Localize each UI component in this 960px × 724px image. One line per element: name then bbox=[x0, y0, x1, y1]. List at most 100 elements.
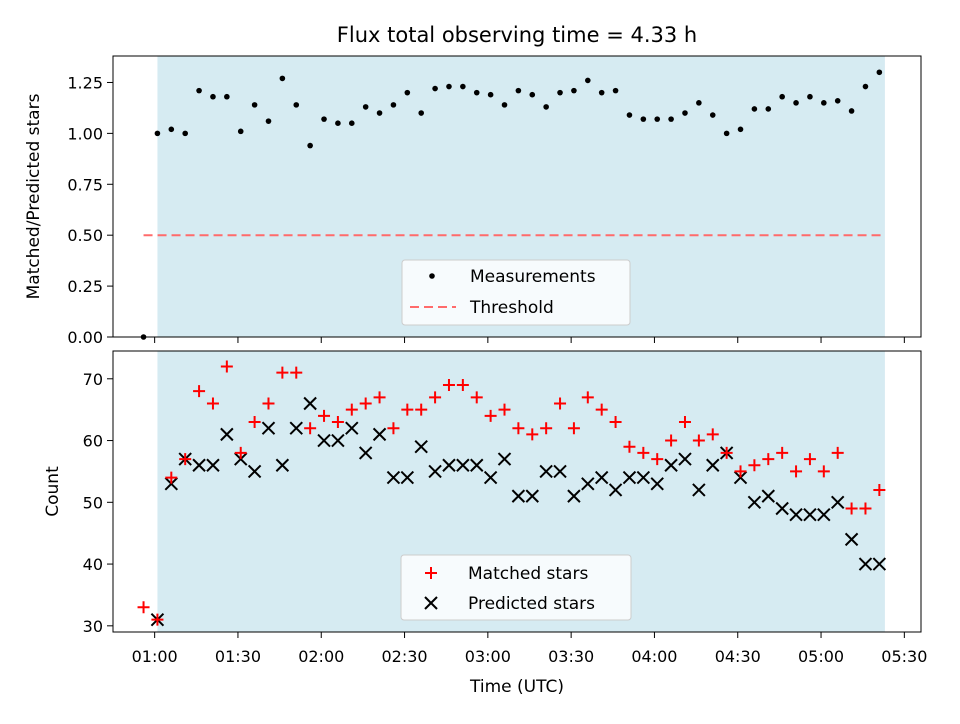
matched-point bbox=[595, 403, 608, 416]
matched-point bbox=[776, 446, 789, 459]
measurement-point bbox=[390, 102, 397, 108]
predicted-point bbox=[872, 557, 887, 571]
predicted-point bbox=[303, 396, 317, 411]
predicted-point bbox=[164, 477, 179, 491]
measurement-point bbox=[432, 85, 438, 92]
predicted-point bbox=[858, 557, 873, 571]
matched-point bbox=[331, 416, 344, 429]
matched-point bbox=[151, 613, 164, 626]
predicted-point bbox=[706, 458, 720, 472]
measurement-point bbox=[446, 83, 452, 90]
predicted-point bbox=[692, 483, 706, 497]
measurement-point bbox=[751, 106, 758, 112]
top-y-axis-label: Matched/Predicted stars bbox=[24, 93, 44, 299]
bottom-points bbox=[137, 360, 887, 627]
measurement-point bbox=[848, 108, 855, 114]
predicted-point bbox=[331, 433, 345, 448]
measurement-point bbox=[668, 116, 674, 122]
predicted-point bbox=[733, 470, 748, 485]
predicted-point bbox=[220, 427, 234, 442]
measurement-point bbox=[682, 110, 688, 116]
matched-point bbox=[415, 403, 428, 416]
measurement-point bbox=[696, 100, 702, 106]
matched-point bbox=[220, 360, 233, 373]
matched-point bbox=[387, 422, 400, 435]
matched-point bbox=[790, 465, 803, 478]
measurement-point bbox=[821, 100, 827, 106]
matched-point bbox=[873, 483, 886, 496]
matched-point bbox=[512, 422, 525, 435]
measurement-point bbox=[834, 97, 841, 104]
bottom-y-axis-label: Count bbox=[43, 466, 63, 517]
measurement-point bbox=[571, 87, 577, 94]
matched-point bbox=[554, 397, 567, 410]
predicted-point bbox=[483, 470, 498, 485]
measurement-point bbox=[723, 130, 730, 137]
matched-point bbox=[567, 422, 580, 435]
predicted-point bbox=[497, 452, 512, 466]
predicted-point bbox=[470, 458, 484, 472]
measurement-point bbox=[335, 120, 341, 126]
predicted-point bbox=[594, 470, 609, 485]
matched-point bbox=[456, 378, 469, 391]
measurement-point bbox=[487, 91, 494, 98]
predicted-point bbox=[608, 483, 623, 497]
measurement-point bbox=[168, 126, 175, 133]
matched-point bbox=[484, 409, 497, 422]
measurement-point bbox=[529, 91, 536, 98]
bottom-y-tick-label: 60 bbox=[83, 432, 103, 451]
predicted-point bbox=[775, 501, 789, 516]
bottom-y-tick-label: 50 bbox=[83, 493, 103, 512]
matched-point bbox=[526, 428, 539, 441]
top-y-tick-label: 1.25 bbox=[67, 73, 103, 92]
measurement-point bbox=[543, 104, 549, 110]
predicted-point bbox=[289, 421, 303, 435]
top-x-ticks bbox=[154, 337, 905, 343]
measurement-point bbox=[612, 87, 619, 94]
measurement-point bbox=[709, 112, 716, 118]
top-axes-frame bbox=[112, 55, 922, 338]
matched-point bbox=[581, 391, 594, 404]
matched-point bbox=[720, 446, 733, 459]
measurement-point bbox=[737, 126, 744, 133]
matched-point bbox=[165, 471, 178, 484]
measurement-point bbox=[876, 69, 883, 76]
matched-point bbox=[290, 366, 303, 379]
predicted-point bbox=[761, 489, 775, 503]
bottom-y-tick-label: 70 bbox=[83, 370, 103, 389]
predicted-point bbox=[844, 532, 859, 547]
legend-predicted-label: Predicted stars bbox=[468, 594, 595, 614]
measurement-point bbox=[501, 102, 508, 108]
x-tick-label: 04:00 bbox=[631, 647, 677, 666]
legend-matched-label: Matched stars bbox=[468, 564, 588, 584]
measurement-point bbox=[862, 83, 869, 90]
measurement-point bbox=[460, 83, 466, 90]
top-legend: Measurements Threshold bbox=[401, 259, 631, 326]
matched-point bbox=[470, 391, 483, 404]
matched-point bbox=[498, 403, 511, 416]
measurement-point bbox=[473, 89, 480, 96]
matched-point bbox=[734, 465, 747, 478]
matched-point bbox=[803, 453, 816, 466]
top-points bbox=[140, 69, 883, 340]
top-legend-box bbox=[401, 259, 631, 326]
measurement-point bbox=[585, 77, 591, 84]
matched-point bbox=[234, 446, 247, 459]
matched-point bbox=[276, 366, 289, 379]
predicted-point bbox=[442, 458, 456, 472]
predicted-point bbox=[372, 427, 387, 442]
legend-predicted-marker bbox=[424, 596, 438, 610]
measurement-point bbox=[224, 93, 230, 100]
x-tick-label: 02:30 bbox=[381, 647, 427, 666]
predicted-point bbox=[511, 489, 526, 503]
x-tick-label: 01:00 bbox=[132, 647, 178, 666]
measurement-point bbox=[640, 116, 647, 122]
measurement-point bbox=[293, 102, 300, 108]
matched-point bbox=[304, 422, 317, 435]
predicted-point bbox=[456, 458, 470, 472]
matched-point bbox=[762, 453, 775, 466]
matched-point bbox=[248, 416, 261, 429]
matched-point bbox=[748, 459, 761, 472]
measurement-point bbox=[793, 100, 799, 106]
